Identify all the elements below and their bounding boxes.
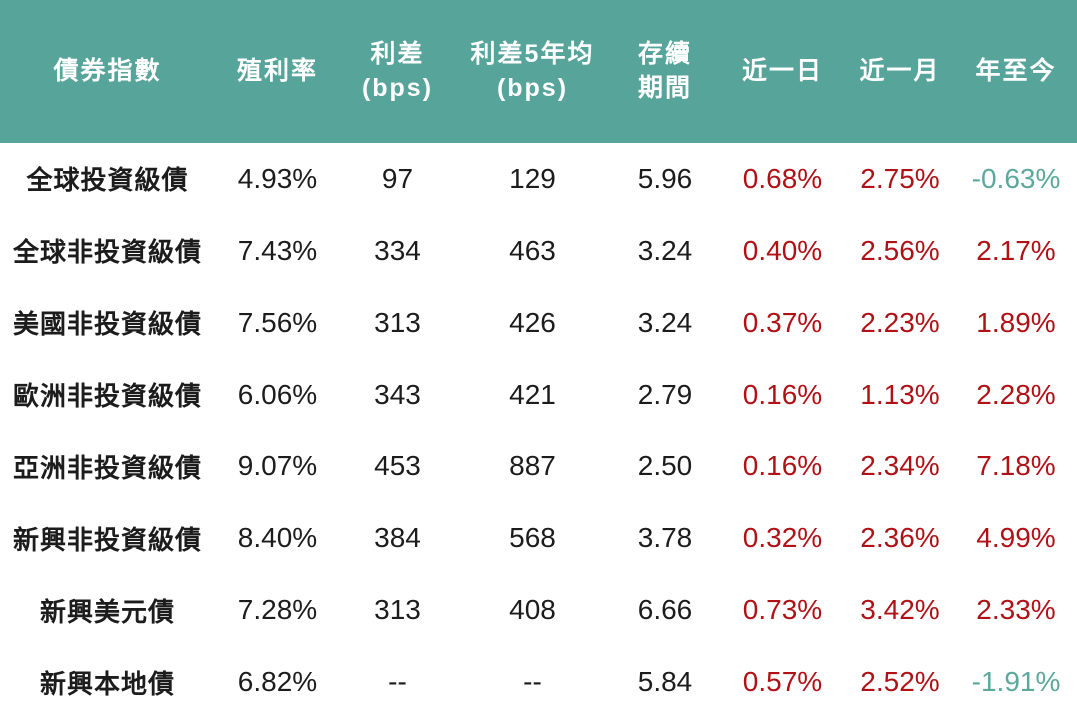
- duration-value: 3.24: [637, 234, 693, 266]
- spread-5y-value: 129: [509, 162, 556, 194]
- yield-value: 7.43%: [237, 234, 318, 266]
- table-header: 債券指數 殖利率 利差 (bps) 利差5年均 (bps) 存續 期間 近一日 近一月…: [0, 0, 1077, 143]
- duration-value: 6.66: [637, 594, 693, 626]
- table-body: 全球投資級債 4.93% 97 129 5.96 0.68% 2.75% -0.…: [0, 143, 1077, 718]
- yield-value: 4.93%: [237, 162, 318, 194]
- one-month-return: 2.23%: [860, 306, 940, 338]
- ytd-return: -0.63%: [971, 162, 1061, 194]
- one-day-return: 0.40%: [742, 234, 823, 266]
- one-month-return: 2.34%: [860, 450, 940, 482]
- table-row: 全球非投資級債 7.43% 334 463 3.24 0.40% 2.56% 2…: [0, 214, 1077, 287]
- table-row: 全球投資級債 4.93% 97 129 5.96 0.68% 2.75% -0.…: [0, 143, 1077, 215]
- index-name: 全球非投資級債: [12, 237, 202, 268]
- column-header-one-day: 近一日: [741, 56, 823, 85]
- one-day-return: 0.73%: [742, 594, 823, 626]
- column-header-yield: 殖利率: [236, 56, 318, 85]
- ytd-return: 7.18%: [976, 450, 1056, 482]
- index-name: 全球投資級債: [26, 165, 189, 196]
- spread-5y-value: 568: [509, 522, 556, 554]
- one-day-return: 0.37%: [742, 306, 823, 338]
- spread-value: 384: [374, 522, 421, 554]
- one-month-return: 1.13%: [860, 378, 940, 410]
- table-row: 新興本地債 6.82% -- -- 5.84 0.57% 2.52% -1.91…: [0, 646, 1077, 718]
- one-month-return: 2.75%: [860, 162, 940, 194]
- table-row: 新興非投資級債 8.40% 384 568 3.78 0.32% 2.36% 4…: [0, 502, 1077, 575]
- column-header-ytd: 年至今: [975, 56, 1057, 85]
- one-month-return: 2.36%: [860, 522, 940, 554]
- one-day-return: 0.16%: [742, 378, 823, 410]
- yield-value: 7.56%: [237, 306, 318, 338]
- ytd-return: 1.89%: [976, 306, 1056, 338]
- duration-value: 5.84: [637, 666, 693, 698]
- yield-value: 9.07%: [237, 450, 318, 482]
- one-month-return: 2.52%: [860, 666, 940, 698]
- spread-5y-value: 463: [509, 234, 556, 266]
- column-header-one-month: 近一月: [859, 56, 941, 85]
- index-name: 新興本地債: [39, 668, 175, 699]
- spread-value: 334: [374, 234, 421, 266]
- yield-value: 8.40%: [237, 522, 318, 554]
- yield-value: 6.82%: [237, 666, 318, 698]
- table-row: 歐洲非投資級債 6.06% 343 421 2.79 0.16% 1.13% 2…: [0, 358, 1077, 431]
- column-header-spread-5y-avg: 利差5年均 (bps): [470, 39, 595, 102]
- ytd-return: 2.17%: [976, 234, 1056, 266]
- column-header-index-name: 債券指數: [53, 56, 162, 85]
- spread-value: 313: [374, 306, 421, 338]
- spread-5y-value: 887: [509, 450, 556, 482]
- ytd-return: 2.33%: [976, 594, 1056, 626]
- spread-value: 453: [374, 450, 421, 482]
- one-month-return: 2.56%: [860, 234, 940, 266]
- duration-value: 3.24: [637, 306, 693, 338]
- one-day-return: 0.57%: [742, 666, 823, 698]
- table-row: 新興美元債 7.28% 313 408 6.66 0.73% 3.42% 2.3…: [0, 574, 1077, 647]
- index-name: 新興非投資級債: [12, 524, 202, 555]
- spread-value: 343: [374, 378, 421, 410]
- duration-value: 5.96: [637, 162, 693, 194]
- spread-5y-value: 408: [509, 594, 556, 626]
- spread-value: 97: [381, 162, 414, 194]
- table-row: 亞洲非投資級債 9.07% 453 887 2.50 0.16% 2.34% 7…: [0, 430, 1077, 503]
- spread-value: --: [388, 666, 407, 698]
- index-name: 美國非投資級債: [12, 309, 202, 340]
- spread-value: 313: [374, 594, 421, 626]
- yield-value: 7.28%: [237, 594, 318, 626]
- duration-value: 2.50: [637, 450, 693, 482]
- ytd-return: -1.91%: [971, 666, 1061, 698]
- one-month-return: 3.42%: [860, 594, 940, 626]
- duration-value: 2.79: [637, 378, 693, 410]
- index-name: 歐洲非投資級債: [12, 381, 202, 412]
- table-row: 美國非投資級債 7.56% 313 426 3.24 0.37% 2.23% 1…: [0, 286, 1077, 359]
- spread-5y-value: --: [523, 666, 542, 698]
- ytd-return: 4.99%: [976, 522, 1056, 554]
- index-name: 新興美元債: [39, 596, 175, 627]
- one-day-return: 0.32%: [742, 522, 823, 554]
- yield-value: 6.06%: [237, 378, 318, 410]
- column-header-duration: 存續 期間: [637, 39, 692, 102]
- spread-5y-value: 421: [509, 378, 556, 410]
- one-day-return: 0.68%: [742, 162, 823, 194]
- one-day-return: 0.16%: [742, 450, 823, 482]
- duration-value: 3.78: [637, 522, 693, 554]
- index-name: 亞洲非投資級債: [12, 452, 202, 483]
- ytd-return: 2.28%: [976, 378, 1056, 410]
- column-header-spread-bps: 利差 (bps): [361, 39, 434, 102]
- spread-5y-value: 426: [509, 306, 556, 338]
